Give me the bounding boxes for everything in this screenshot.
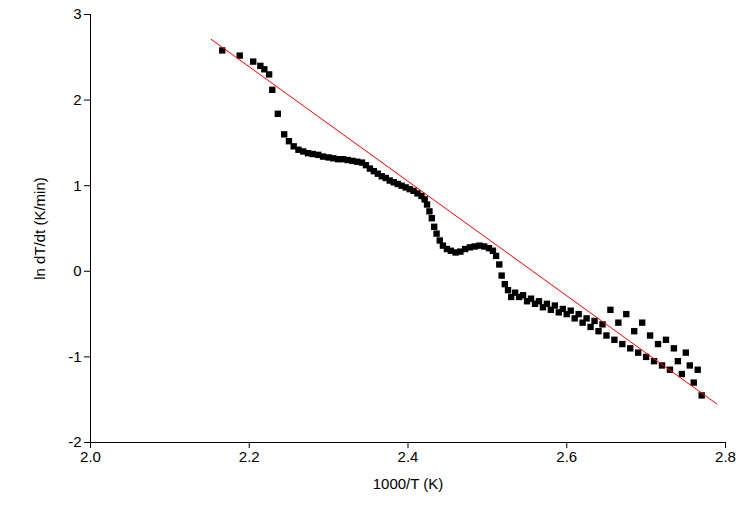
svg-text:2.0: 2.0 <box>80 448 101 465</box>
svg-text:2.2: 2.2 <box>239 448 260 465</box>
svg-text:2.6: 2.6 <box>556 448 577 465</box>
svg-text:2: 2 <box>73 91 81 108</box>
svg-text:2.8: 2.8 <box>715 448 736 465</box>
svg-text:1: 1 <box>73 177 81 194</box>
svg-text:ln dT/dt (K/min): ln dT/dt (K/min) <box>31 177 48 280</box>
svg-text:1000/T (K): 1000/T (K) <box>373 475 444 492</box>
svg-text:-2: -2 <box>68 433 82 451</box>
svg-text:3: 3 <box>73 5 81 22</box>
svg-text:2.4: 2.4 <box>398 448 419 465</box>
svg-text:0: 0 <box>73 262 81 279</box>
svg-text:-1: -1 <box>68 348 81 365</box>
